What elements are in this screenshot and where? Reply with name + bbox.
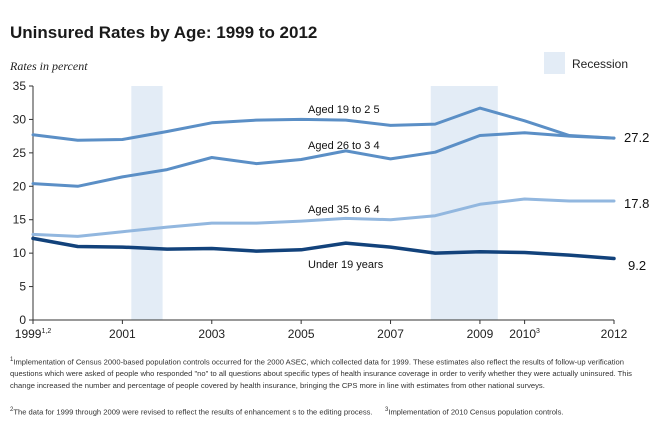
y-tick-label: 25 — [13, 146, 27, 160]
series-label-under-19: Under 19 years — [308, 259, 384, 271]
footnote-3: 3Implementation of 2010 Census populatio… — [385, 405, 564, 418]
x-tick-label: 2003 — [198, 327, 225, 341]
end-label-17-8: 17.8 — [624, 196, 649, 211]
series-line-aged-35-to-64 — [31, 197, 616, 238]
footnote-3-text: Implementation of 2010 Census population… — [388, 407, 564, 417]
y-tick-label: 0 — [19, 313, 26, 327]
end-label-27-2: 27.2 — [624, 130, 649, 145]
x-tick-label: 2007 — [377, 327, 404, 341]
end-label-9-2: 9.2 — [628, 258, 646, 273]
footnote-2: 2The data for 1999 through 2009 were rev… — [10, 405, 373, 418]
y-tick-label: 20 — [13, 179, 27, 193]
legend: Recession — [544, 52, 628, 74]
axes: 0 5 10 15 20 25 30 35 19991,2 2001 2003 2005 2007 200… — [13, 79, 628, 341]
footnote-3-mark: 3 — [385, 407, 389, 413]
x-tick-label: 2005 — [288, 327, 315, 341]
legend-swatch-recession — [544, 52, 565, 74]
y-tick-label: 30 — [13, 112, 27, 126]
x-tick-label: 2001 — [109, 327, 136, 341]
footnote-1: 1Implementation of Census 2000-based pop… — [10, 355, 640, 391]
series-line-under-19-years — [31, 236, 616, 261]
y-tick-label: 5 — [19, 280, 26, 294]
footnote-2-mark: 2 — [10, 407, 14, 413]
x-tick-label: 20103 — [509, 327, 540, 341]
series-labels: Aged 19 to 2 5 Aged 26 to 3 4 Aged 35 to… — [308, 104, 384, 271]
footnote-1-text: Implementation of Census 2000-based popu… — [10, 357, 632, 390]
series-label-35-64: Aged 35 to 6 4 — [308, 204, 380, 216]
end-value-labels: 27.2 17.8 9.2 — [624, 130, 649, 273]
x-tick-superscript: 3 — [536, 328, 540, 335]
series-label-19-25: Aged 19 to 2 5 — [308, 104, 380, 116]
series-line-aged-26-to-34 — [31, 131, 616, 188]
x-tick-label: 19991,2 — [15, 327, 52, 341]
y-tick-label: 10 — [13, 246, 27, 260]
legend-label-recession: Recession — [572, 57, 628, 71]
x-tick-label: 2012 — [601, 327, 628, 341]
series-label-26-34: Aged 26 to 3 4 — [308, 140, 380, 152]
y-tick-label: 15 — [13, 213, 27, 227]
y-tick-label: 35 — [13, 79, 27, 93]
footnote-1-mark: 1 — [10, 357, 14, 363]
chart-title: Uninsured Rates by Age: 1999 to 2012 — [10, 23, 317, 42]
x-tick-label: 2009 — [467, 327, 494, 341]
series-line-aged-19-to-25 — [31, 106, 616, 142]
footnote-2-text: The data for 1999 through 2009 were revi… — [13, 407, 373, 417]
recession-band-1 — [131, 86, 163, 320]
x-tick-superscript: 1,2 — [41, 328, 51, 335]
series-lines — [31, 106, 616, 261]
chart-subtitle: Rates in percent — [9, 59, 88, 73]
